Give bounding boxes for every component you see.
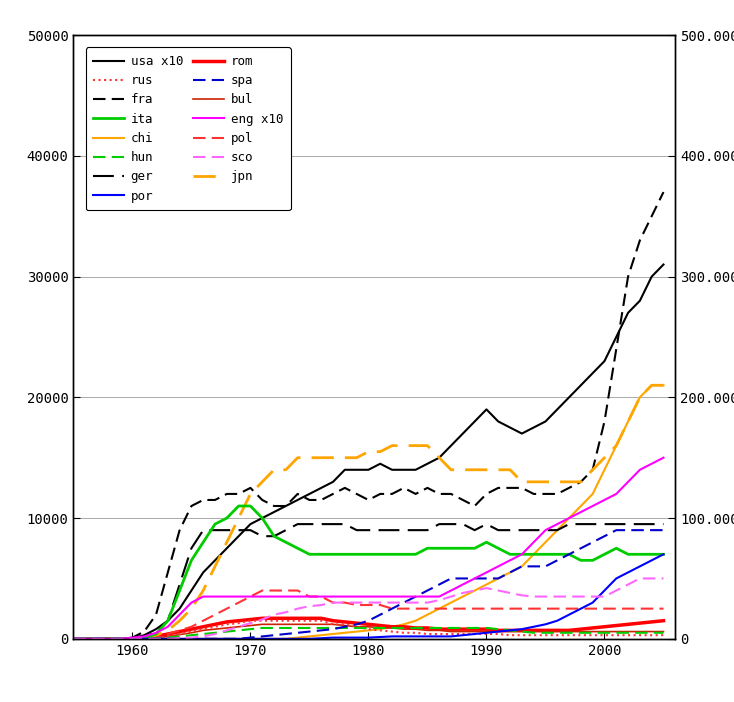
Legend: usa x10, rus, fra, ita, chi, hun, ger, por, rom, spa, bul, eng x10, pol, sco, jp: usa x10, rus, fra, ita, chi, hun, ger, p… <box>86 48 291 210</box>
